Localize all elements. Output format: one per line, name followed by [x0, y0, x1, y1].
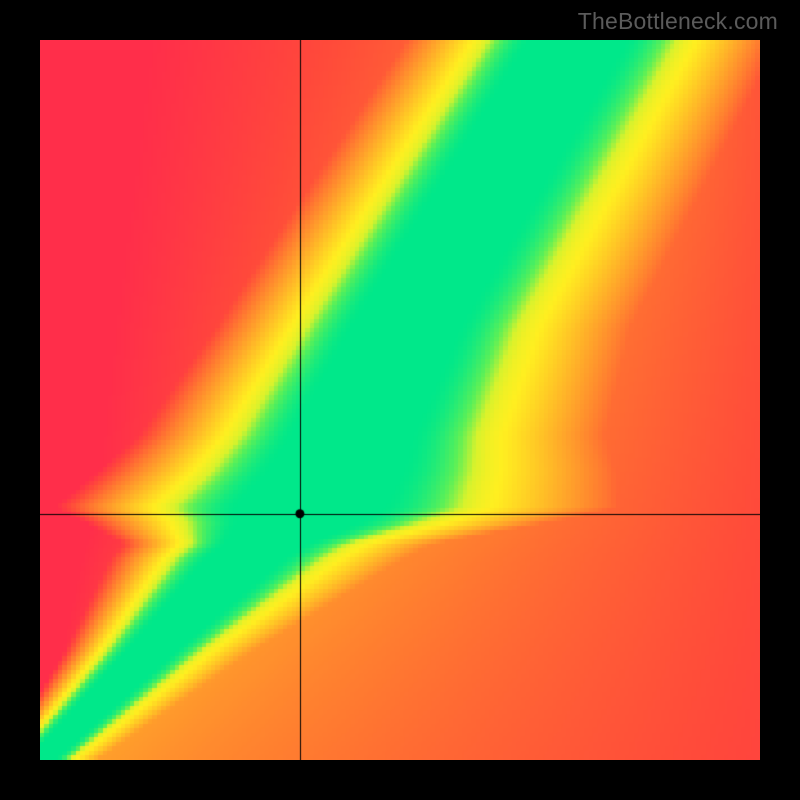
- bottleneck-heatmap: [40, 40, 760, 760]
- watermark-text: TheBottleneck.com: [578, 8, 778, 35]
- heatmap-canvas: [40, 40, 760, 760]
